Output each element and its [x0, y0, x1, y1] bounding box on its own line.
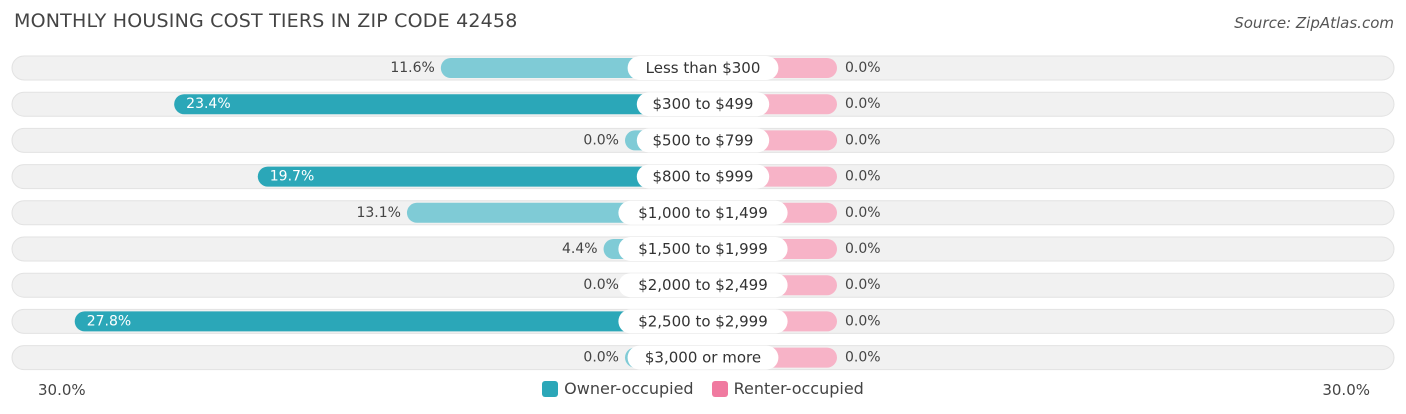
category-label: $800 to $999: [653, 168, 754, 186]
renter-value-label: 0.0%: [845, 313, 881, 329]
owner-bar: [74, 311, 704, 332]
renter-value-label: 0.0%: [845, 205, 881, 221]
legend-label-renter: Renter-occupied: [733, 379, 864, 398]
category-label-background: [636, 92, 770, 117]
renter-value-label: 0.0%: [845, 169, 881, 185]
owner-bar: [257, 166, 703, 187]
category-label-background: [636, 128, 770, 153]
renter-value-label: 0.0%: [845, 132, 881, 148]
category-label: $3,000 or more: [645, 349, 761, 367]
owner-swatch-icon: [542, 380, 559, 397]
legend: Owner-occupied Renter-occupied: [0, 379, 1406, 398]
axis-left-label: 30.0%: [38, 381, 86, 399]
owner-value-label: 19.7%: [270, 169, 314, 185]
renter-value-label: 0.0%: [845, 60, 881, 76]
category-label-background: [618, 200, 788, 225]
legend-item-renter: Renter-occupied: [711, 379, 864, 398]
renter-value-label: 0.0%: [845, 277, 881, 293]
renter-swatch-icon: [711, 380, 728, 397]
housing-cost-chart: 11.6% 0.0% Less than $300 23.4% 0.0% $300 to …: [11, 55, 1395, 371]
category-label: $1,500 to $1,999: [638, 240, 768, 258]
legend-item-owner: Owner-occupied: [542, 379, 694, 398]
category-label-background: [618, 273, 788, 298]
category-label: Less than $300: [646, 59, 761, 77]
category-label: $500 to $799: [653, 131, 754, 149]
renter-value-label: 0.0%: [845, 350, 881, 366]
owner-value-label: 0.0%: [583, 350, 619, 366]
legend-label-owner: Owner-occupied: [564, 379, 694, 398]
owner-bar: [174, 94, 703, 115]
category-label-background: [627, 345, 779, 370]
category-label: $300 to $499: [653, 95, 754, 113]
category-label-background: [618, 309, 788, 334]
source-label: Source: ZipAtlas.com: [1234, 14, 1394, 32]
category-label-background: [627, 56, 779, 80]
owner-value-label: 23.4%: [186, 96, 230, 112]
chart-title: MONTHLY HOUSING COST TIERS IN ZIP CODE 4…: [14, 10, 518, 32]
owner-value-label: 0.0%: [583, 277, 619, 293]
owner-value-label: 4.4%: [562, 241, 598, 257]
category-label-background: [636, 164, 770, 189]
owner-value-label: 11.6%: [390, 60, 434, 76]
owner-value-label: 0.0%: [583, 132, 619, 148]
owner-value-label: 13.1%: [356, 205, 400, 221]
category-label: $1,000 to $1,499: [638, 204, 768, 222]
owner-value-label: 27.8%: [87, 313, 131, 329]
renter-value-label: 0.0%: [845, 241, 881, 257]
category-label: $2,000 to $2,499: [638, 276, 768, 294]
axis-right-label: 30.0%: [1322, 381, 1370, 399]
category-label: $2,500 to $2,999: [638, 312, 768, 330]
renter-value-label: 0.0%: [845, 96, 881, 112]
category-label-background: [618, 237, 788, 261]
